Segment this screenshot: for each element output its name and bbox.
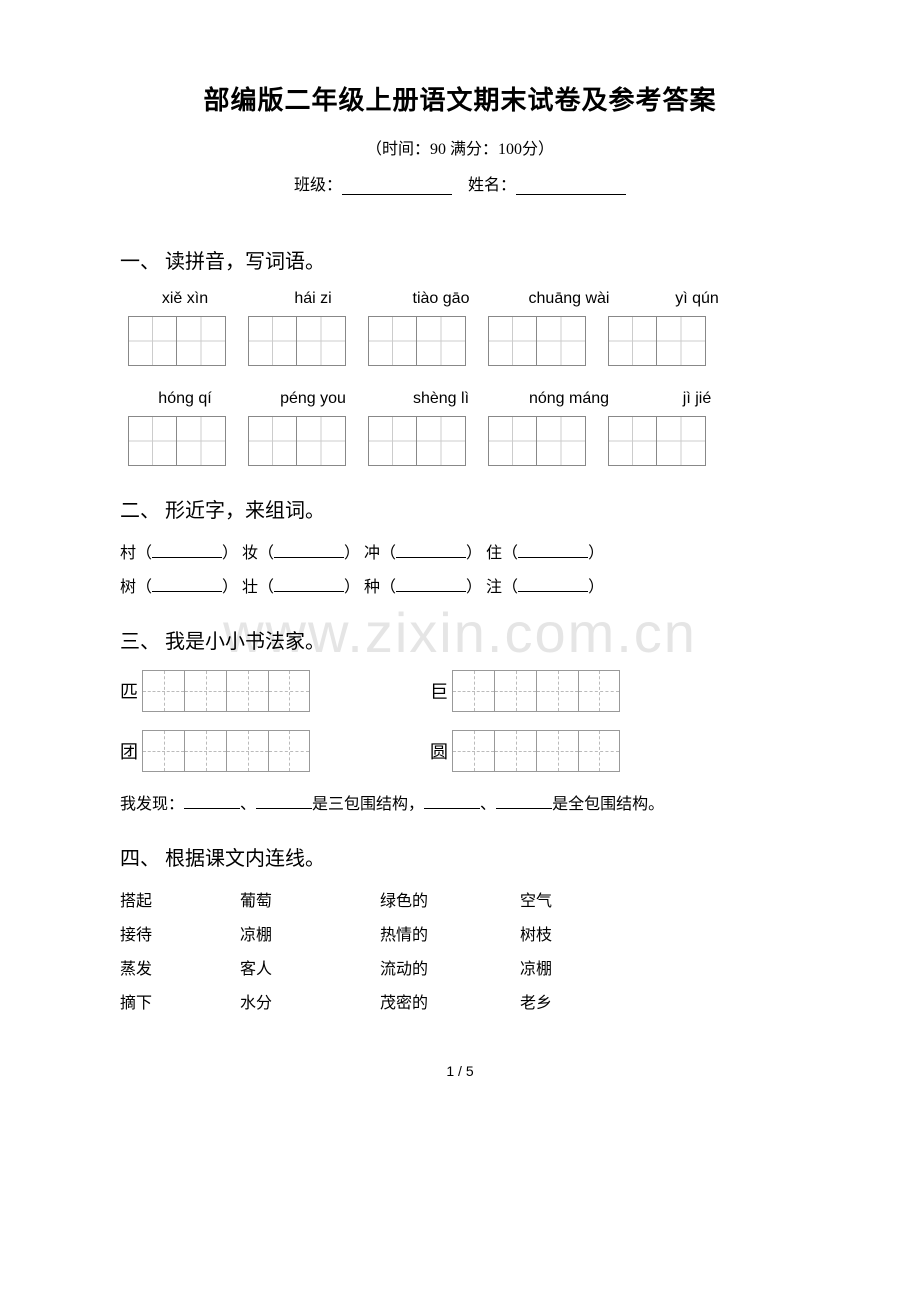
char-label: ） 住（ (466, 539, 518, 563)
calligraphy-char: 团 (120, 738, 138, 764)
pinyin-label: yì qún (644, 290, 750, 308)
match-item: 流动的 (380, 955, 480, 979)
char-grid[interactable] (368, 416, 466, 466)
grid-row-2 (120, 416, 800, 466)
calligraphy-grid[interactable] (142, 730, 310, 772)
pinyin-label: nóng máng (516, 390, 622, 408)
class-label: 班级： (294, 177, 342, 194)
match-item: 空气 (520, 887, 600, 911)
write-blank[interactable] (396, 578, 466, 592)
pinyin-label: xiě xìn (132, 290, 238, 308)
calligraphy-row-1: 匹 巨 (120, 670, 800, 712)
char-grid[interactable] (608, 316, 706, 366)
match-item: 凉棚 (520, 955, 600, 979)
discovery-blank[interactable] (424, 795, 480, 809)
section-2-heading: 二、 形近字，来组词。 (120, 494, 800, 523)
match-item: 凉棚 (240, 921, 340, 945)
discovery-text: 是全包围结构。 (552, 796, 664, 813)
subtitle: （时间：90 满分：100分） (120, 135, 800, 159)
char-grid[interactable] (488, 316, 586, 366)
pinyin-label: jì jié (644, 390, 750, 408)
calligraphy-char: 巨 (430, 678, 448, 704)
write-blank[interactable] (152, 578, 222, 592)
punct: 、 (240, 796, 256, 813)
discovery-line: 我发现： 、 是三包围结构， 、 是全包围结构。 (120, 790, 800, 814)
match-item: 绿色的 (380, 887, 480, 911)
calligraphy-row-2: 团 圆 (120, 730, 800, 772)
discovery-text: 是三包围结构， (312, 796, 424, 813)
section-3-heading: 三、 我是小小书法家。 (120, 625, 800, 654)
section-1-heading: 一、 读拼音，写词语。 (120, 245, 800, 274)
match-item: 老乡 (520, 989, 600, 1013)
match-item: 客人 (240, 955, 340, 979)
write-blank[interactable] (274, 578, 344, 592)
grid-row-1 (120, 316, 800, 366)
pinyin-row-1: xiě xìn hái zi tiào gāo chuāng wài yì qú… (120, 290, 800, 308)
name-label: 姓名： (468, 177, 516, 194)
char-grid[interactable] (608, 416, 706, 466)
page-number: 1 / 5 (120, 1063, 800, 1079)
pinyin-label: tiào gāo (388, 290, 494, 308)
char-grid[interactable] (248, 316, 346, 366)
pinyin-label: hóng qí (132, 390, 238, 408)
write-blank[interactable] (152, 544, 222, 558)
char-grid[interactable] (248, 416, 346, 466)
match-item: 葡萄 (240, 887, 340, 911)
write-blank[interactable] (518, 544, 588, 558)
match-item: 水分 (240, 989, 340, 1013)
match-item: 搭起 (120, 887, 200, 911)
char-label: ） (588, 573, 604, 597)
match-item: 热情的 (380, 921, 480, 945)
char-grid[interactable] (128, 416, 226, 466)
char-label: ） 壮（ (222, 573, 274, 597)
pinyin-label: hái zi (260, 290, 366, 308)
match-item: 摘下 (120, 989, 200, 1013)
char-label: ） (588, 539, 604, 563)
char-label: ） 种（ (344, 573, 396, 597)
form-line: 班级： 姓名： (120, 171, 800, 195)
pinyin-label: shèng lì (388, 390, 494, 408)
write-blank[interactable] (274, 544, 344, 558)
discovery-prefix: 我发现： (120, 796, 184, 813)
char-label: ） 妆（ (222, 539, 274, 563)
char-label: ） 冲（ (344, 539, 396, 563)
pinyin-label: péng you (260, 390, 366, 408)
pinyin-row-2: hóng qí péng you shèng lì nóng máng jì j… (120, 390, 800, 408)
match-item: 树枝 (520, 921, 600, 945)
xingjin-row-2: 树（ ） 壮（ ） 种（ ） 注（ ） (120, 573, 800, 597)
char-grid[interactable] (488, 416, 586, 466)
xingjin-row-1: 村（ ） 妆（ ） 冲（ ） 住（ ） (120, 539, 800, 563)
punct: 、 (480, 796, 496, 813)
discovery-blank[interactable] (184, 795, 240, 809)
match-item: 接待 (120, 921, 200, 945)
class-blank[interactable] (342, 179, 452, 195)
write-blank[interactable] (396, 544, 466, 558)
calligraphy-char: 圆 (430, 738, 448, 764)
match-item: 蒸发 (120, 955, 200, 979)
char-label: 村（ (120, 539, 152, 563)
write-blank[interactable] (518, 578, 588, 592)
pinyin-label: chuāng wài (516, 290, 622, 308)
char-grid[interactable] (128, 316, 226, 366)
match-table: 搭起 葡萄 绿色的 空气 接待 凉棚 热情的 树枝 蒸发 客人 流动的 凉棚 摘… (120, 887, 800, 1013)
calligraphy-grid[interactable] (142, 670, 310, 712)
calligraphy-grid[interactable] (452, 670, 620, 712)
match-item: 茂密的 (380, 989, 480, 1013)
page-title: 部编版二年级上册语文期末试卷及参考答案 (120, 80, 800, 117)
discovery-blank[interactable] (496, 795, 552, 809)
calligraphy-grid[interactable] (452, 730, 620, 772)
char-label: ） 注（ (466, 573, 518, 597)
calligraphy-char: 匹 (120, 678, 138, 704)
char-grid[interactable] (368, 316, 466, 366)
discovery-blank[interactable] (256, 795, 312, 809)
section-4-heading: 四、 根据课文内连线。 (120, 842, 800, 871)
name-blank[interactable] (516, 179, 626, 195)
char-label: 树（ (120, 573, 152, 597)
